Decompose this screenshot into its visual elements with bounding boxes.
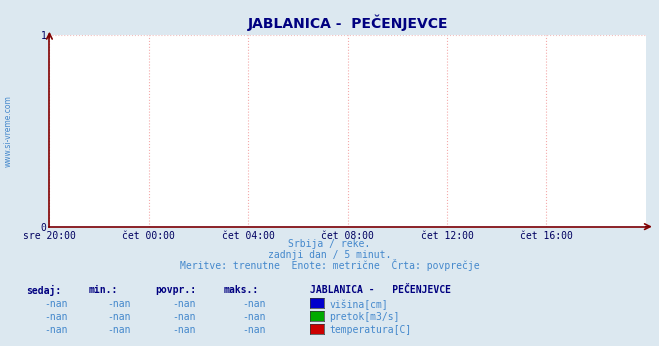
Text: maks.:: maks.: — [224, 285, 259, 295]
Text: -nan: -nan — [44, 325, 68, 335]
Text: -nan: -nan — [107, 299, 130, 309]
Text: temperatura[C]: temperatura[C] — [330, 325, 412, 335]
Text: -nan: -nan — [44, 312, 68, 322]
Text: Meritve: trenutne  Enote: metrične  Črta: povprečje: Meritve: trenutne Enote: metrične Črta: … — [180, 259, 479, 271]
Text: JABLANICA -   PEČENJEVCE: JABLANICA - PEČENJEVCE — [310, 285, 451, 295]
Title: JABLANICA -  PEČENJEVCE: JABLANICA - PEČENJEVCE — [247, 14, 448, 31]
Text: -nan: -nan — [242, 312, 266, 322]
Text: pretok[m3/s]: pretok[m3/s] — [330, 312, 400, 322]
Text: www.si-vreme.com: www.si-vreme.com — [3, 95, 13, 167]
Text: -nan: -nan — [173, 325, 196, 335]
Text: -nan: -nan — [242, 299, 266, 309]
Text: -nan: -nan — [173, 299, 196, 309]
Text: -nan: -nan — [107, 312, 130, 322]
Text: višina[cm]: višina[cm] — [330, 299, 388, 310]
Text: zadnji dan / 5 minut.: zadnji dan / 5 minut. — [268, 250, 391, 260]
Text: -nan: -nan — [107, 325, 130, 335]
Text: sedaj:: sedaj: — [26, 285, 61, 297]
Text: Srbija / reke.: Srbija / reke. — [289, 239, 370, 249]
Text: min.:: min.: — [89, 285, 119, 295]
Text: -nan: -nan — [44, 299, 68, 309]
Text: -nan: -nan — [242, 325, 266, 335]
Text: povpr.:: povpr.: — [155, 285, 196, 295]
Text: -nan: -nan — [173, 312, 196, 322]
